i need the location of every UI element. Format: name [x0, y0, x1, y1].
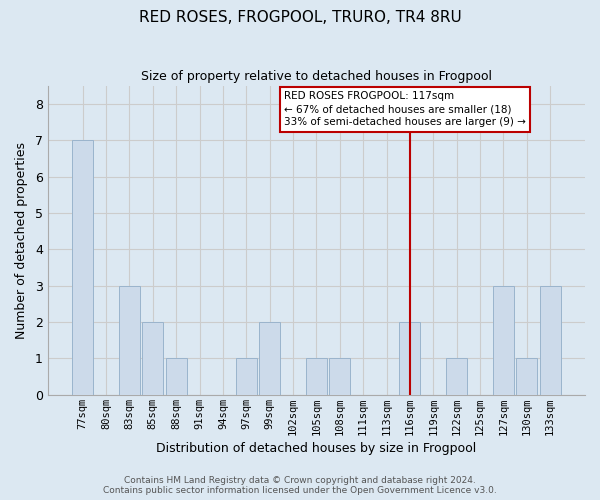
Bar	[329, 358, 350, 395]
Text: RED ROSES FROGPOOL: 117sqm
← 67% of detached houses are smaller (18)
33% of semi: RED ROSES FROGPOOL: 117sqm ← 67% of deta…	[284, 91, 526, 128]
Bar	[446, 358, 467, 395]
Bar	[236, 358, 257, 395]
Bar	[142, 322, 163, 395]
Bar	[72, 140, 93, 395]
Bar	[493, 286, 514, 395]
Y-axis label: Number of detached properties: Number of detached properties	[15, 142, 28, 338]
Text: RED ROSES, FROGPOOL, TRURO, TR4 8RU: RED ROSES, FROGPOOL, TRURO, TR4 8RU	[139, 10, 461, 25]
X-axis label: Distribution of detached houses by size in Frogpool: Distribution of detached houses by size …	[156, 442, 476, 455]
Text: Contains HM Land Registry data © Crown copyright and database right 2024.
Contai: Contains HM Land Registry data © Crown c…	[103, 476, 497, 495]
Bar	[539, 286, 560, 395]
Bar	[259, 322, 280, 395]
Bar	[119, 286, 140, 395]
Bar	[166, 358, 187, 395]
Bar	[306, 358, 327, 395]
Title: Size of property relative to detached houses in Frogpool: Size of property relative to detached ho…	[141, 70, 492, 83]
Bar	[516, 358, 537, 395]
Bar	[400, 322, 421, 395]
